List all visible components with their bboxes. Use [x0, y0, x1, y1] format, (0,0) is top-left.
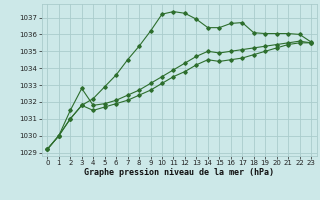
X-axis label: Graphe pression niveau de la mer (hPa): Graphe pression niveau de la mer (hPa) — [84, 168, 274, 177]
